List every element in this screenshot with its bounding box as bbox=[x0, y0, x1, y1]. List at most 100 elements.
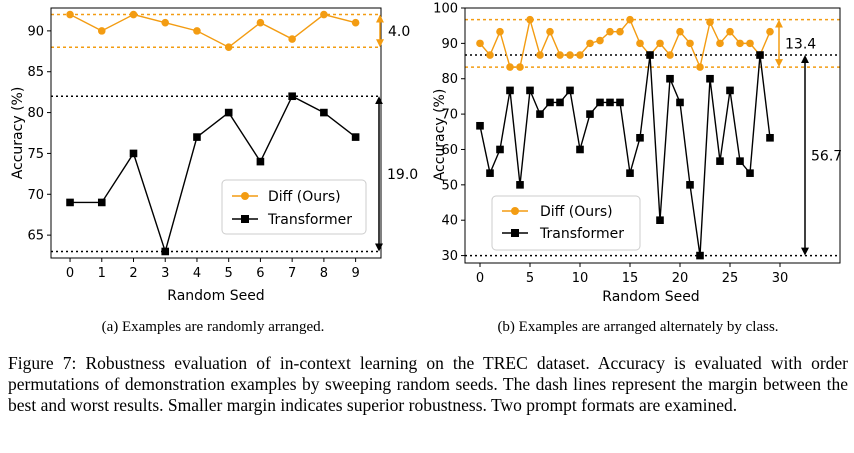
series-line-diff bbox=[479, 18, 771, 70]
data-point-diff bbox=[656, 39, 664, 48]
chart-a-annotations: 4.0 19.0 bbox=[375, 14, 418, 252]
data-point-diff bbox=[746, 39, 754, 48]
margin-label-transformer: 19.0 bbox=[387, 167, 418, 183]
x-tick-label: 5 bbox=[526, 271, 534, 286]
y-tick-label: 40 bbox=[441, 214, 458, 229]
y-tick-label: 30 bbox=[441, 249, 458, 264]
data-point-transformer bbox=[766, 133, 774, 142]
chart-a-subcaption: (a) Examples are randomly arranged. bbox=[102, 319, 325, 335]
data-point-diff bbox=[666, 51, 674, 59]
y-tick-label: 50 bbox=[441, 178, 458, 193]
x-tick-label: 8 bbox=[320, 266, 328, 281]
data-point-diff bbox=[536, 51, 544, 59]
chart-b-annotations: 13.4 56.7 bbox=[775, 19, 842, 256]
data-point-transformer bbox=[476, 121, 484, 130]
data-point-diff bbox=[716, 39, 724, 48]
data-point-transformer bbox=[288, 92, 296, 101]
y-tick-label: 65 bbox=[27, 229, 44, 244]
chart-a-xlabel: Random Seed bbox=[167, 288, 264, 304]
data-point-diff bbox=[193, 27, 201, 35]
data-point-transformer bbox=[626, 169, 634, 177]
data-point-transformer bbox=[606, 98, 614, 107]
legend-diff-label: Diff (Ours) bbox=[268, 189, 341, 205]
data-point-transformer bbox=[556, 98, 564, 107]
chart-b-legend: Diff (Ours) Transformer bbox=[491, 195, 641, 251]
x-tick-label: 5 bbox=[225, 266, 233, 281]
margin-label-diff: 13.4 bbox=[785, 36, 816, 52]
data-point-diff bbox=[696, 63, 704, 71]
chart-a-legend: Diff (Ours) Transformer bbox=[221, 179, 367, 235]
data-point-diff bbox=[556, 51, 564, 59]
data-point-transformer bbox=[506, 86, 514, 95]
data-point-transformer bbox=[161, 247, 170, 256]
data-point-transformer bbox=[676, 98, 684, 107]
legend-transformer-marker bbox=[241, 215, 249, 223]
data-point-transformer bbox=[746, 169, 754, 177]
data-point-transformer bbox=[636, 133, 644, 142]
x-tick-label: 1 bbox=[98, 266, 106, 281]
data-point-transformer bbox=[320, 108, 328, 117]
margin-label-transformer: 56.7 bbox=[811, 148, 842, 164]
data-point-diff bbox=[256, 18, 265, 27]
data-point-diff bbox=[766, 27, 774, 36]
x-tick-label: 4 bbox=[193, 266, 201, 281]
y-tick-label: 75 bbox=[27, 147, 44, 162]
y-tick-label: 100 bbox=[433, 2, 458, 17]
data-point-transformer bbox=[716, 157, 724, 165]
chart-b-x-ticks: 0 5 10 15 20 25 30 bbox=[476, 263, 788, 286]
data-point-diff bbox=[320, 10, 328, 19]
data-point-diff bbox=[676, 27, 684, 36]
y-tick-label: 80 bbox=[27, 106, 44, 121]
data-point-diff bbox=[161, 18, 170, 27]
series-line-diff bbox=[69, 13, 356, 49]
data-point-transformer bbox=[646, 51, 654, 59]
y-tick-label: 80 bbox=[441, 72, 458, 87]
chart-a-ylabel: Accuracy (%) bbox=[10, 87, 26, 180]
series-line-transformer bbox=[479, 54, 771, 256]
x-tick-label: 25 bbox=[722, 271, 739, 286]
legend-diff-marker bbox=[241, 192, 249, 200]
data-point-diff bbox=[566, 51, 574, 59]
chart-b-series bbox=[476, 15, 774, 260]
data-point-transformer bbox=[496, 145, 504, 154]
y-tick-label: 70 bbox=[27, 188, 44, 203]
data-point-diff bbox=[496, 27, 504, 36]
data-point-transformer bbox=[129, 149, 138, 158]
data-point-transformer bbox=[586, 110, 594, 118]
figure-caption: Figure 7: Robustness evaluation of in-co… bbox=[8, 353, 848, 415]
chart-b-y-ticks: 30 40 50 60 70 80 90 100 bbox=[433, 2, 465, 264]
data-point-transformer bbox=[224, 108, 233, 117]
data-point-transformer bbox=[566, 86, 574, 95]
y-tick-label: 90 bbox=[441, 37, 458, 52]
data-point-diff bbox=[686, 39, 694, 48]
x-tick-label: 0 bbox=[66, 266, 74, 281]
y-tick-label: 85 bbox=[27, 65, 44, 80]
data-point-transformer bbox=[736, 157, 744, 165]
series-line-transformer bbox=[70, 95, 357, 254]
chart-a-margin-lines bbox=[51, 13, 381, 253]
data-point-diff bbox=[129, 10, 138, 19]
data-point-transformer bbox=[706, 74, 714, 83]
x-tick-label: 20 bbox=[672, 271, 689, 286]
data-point-transformer bbox=[536, 110, 544, 118]
legend-diff-label: Diff (Ours) bbox=[540, 204, 613, 220]
chart-b: 0 5 10 15 20 25 30 30 40 50 60 70 80 90 100 Random Se… bbox=[432, 2, 842, 336]
data-point-transformer bbox=[66, 198, 74, 207]
x-tick-label: 2 bbox=[129, 266, 137, 281]
y-tick-label: 90 bbox=[27, 24, 44, 39]
chart-b-xlabel: Random Seed bbox=[602, 289, 699, 305]
data-point-transformer bbox=[666, 74, 674, 83]
data-point-diff bbox=[351, 18, 360, 27]
legend-box bbox=[221, 179, 367, 235]
data-point-transformer bbox=[526, 86, 534, 95]
data-point-transformer bbox=[686, 181, 694, 189]
chart-a-x-ticks: 0 1 2 3 4 5 6 7 8 9 bbox=[66, 258, 360, 281]
data-point-transformer bbox=[193, 133, 201, 141]
data-point-diff bbox=[97, 27, 106, 35]
data-point-transformer bbox=[616, 98, 624, 107]
data-point-diff bbox=[476, 39, 484, 48]
x-tick-label: 3 bbox=[161, 266, 169, 281]
chart-b-subcaption: (b) Examples are arranged alternately by… bbox=[497, 319, 778, 335]
data-point-transformer bbox=[516, 181, 524, 189]
legend-box bbox=[491, 195, 641, 251]
